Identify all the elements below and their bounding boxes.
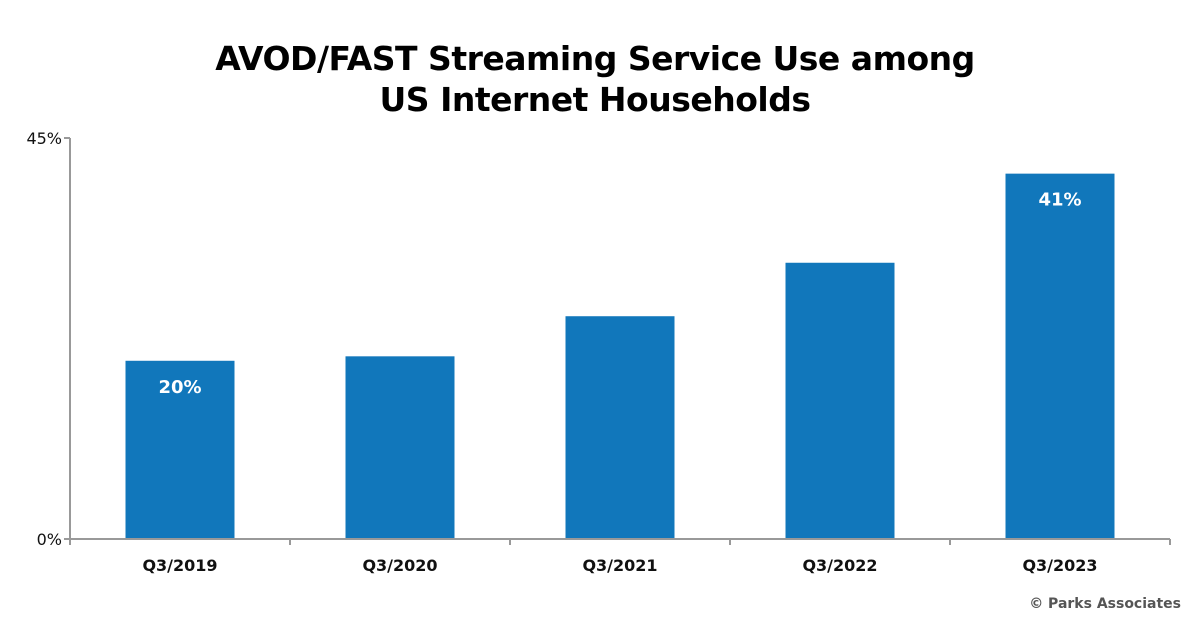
- bar-Q3/2022: [785, 262, 895, 539]
- copyright-credit: © Parks Associates: [1029, 596, 1181, 612]
- bar-Q3/2023: [1005, 173, 1115, 539]
- chart-title-line-1: AVOD/FAST Streaming Service Use among: [215, 39, 975, 78]
- x-tick-label: Q3/2022: [802, 556, 877, 575]
- bar-Q3/2019: [125, 360, 235, 539]
- y-tick-label: 45%: [26, 129, 62, 148]
- chart-title: AVOD/FAST Streaming Service Use among US…: [0, 38, 1190, 120]
- x-tick-label: Q3/2019: [142, 556, 217, 575]
- bar-Q3/2021: [565, 316, 675, 539]
- chart-title-line-2: US Internet Households: [379, 80, 811, 119]
- x-tick-label: Q3/2021: [582, 556, 657, 575]
- data-label: 20%: [158, 377, 201, 398]
- x-tick-label: Q3/2023: [1022, 556, 1097, 575]
- y-tick-label: 0%: [37, 530, 62, 549]
- bar-Q3/2020: [345, 356, 455, 539]
- x-tick-label: Q3/2020: [362, 556, 437, 575]
- data-label: 41%: [1038, 190, 1081, 211]
